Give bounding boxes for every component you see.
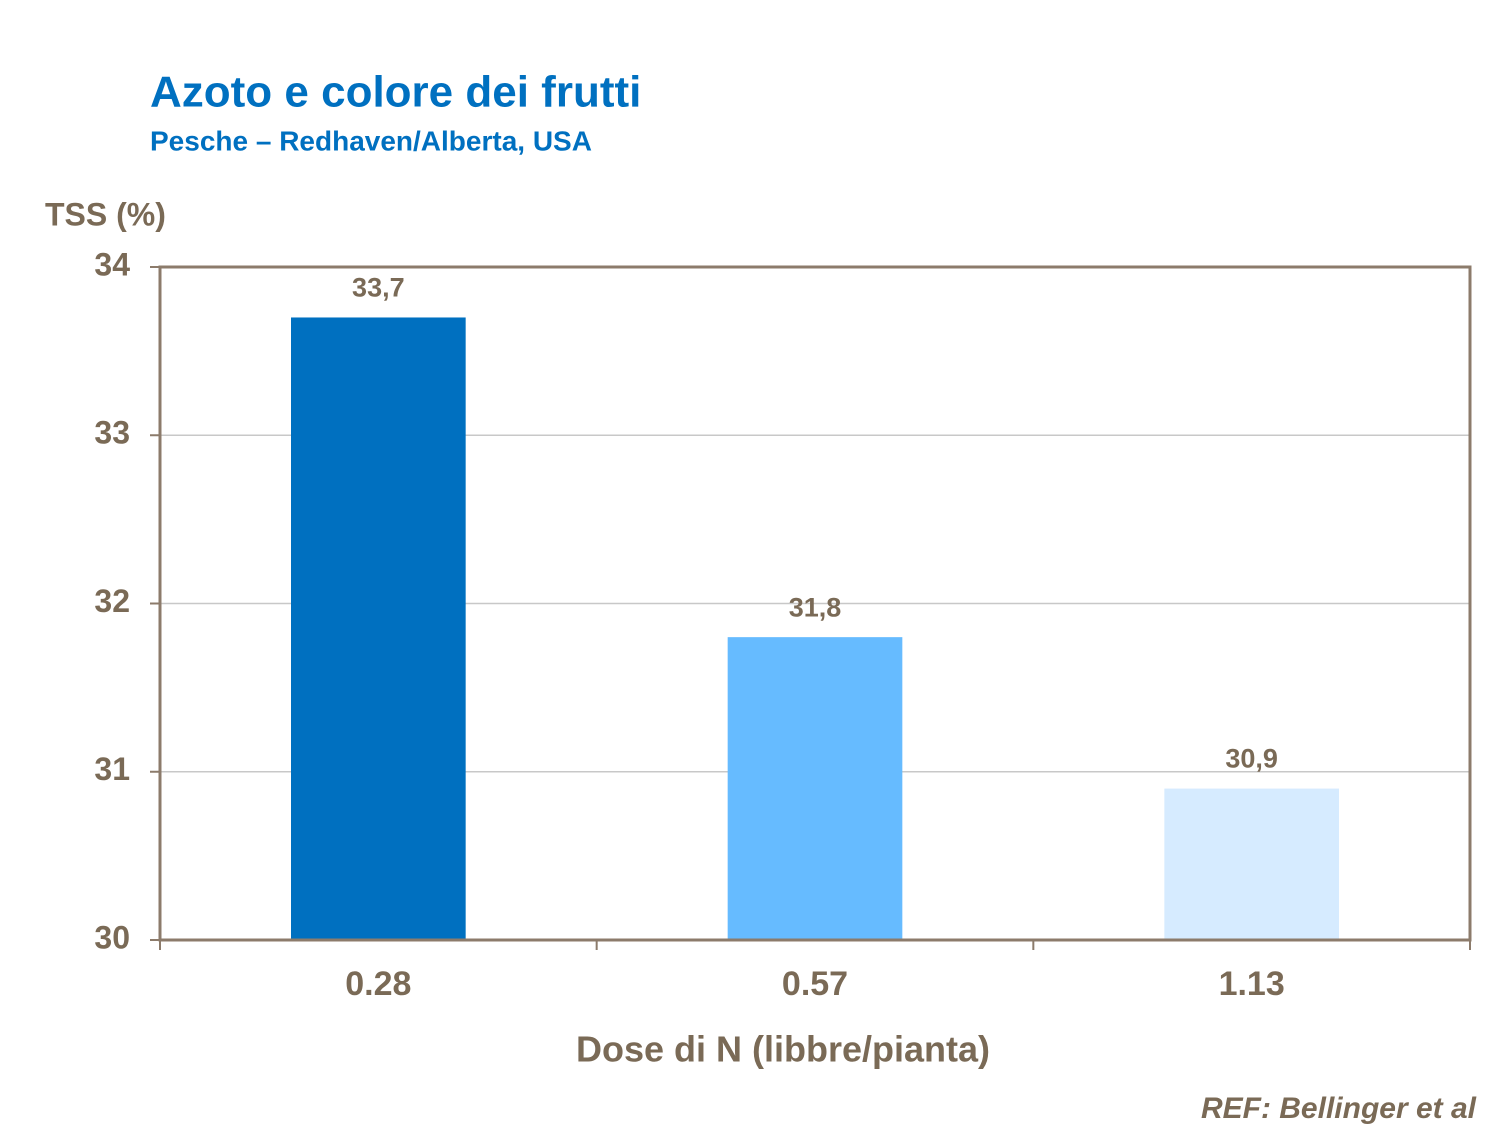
chart-subtitle: Pesche – Redhaven/Alberta, USA <box>150 125 592 156</box>
value-label: 33,7 <box>352 273 405 303</box>
x-tick-label: 0.28 <box>345 965 411 1003</box>
x-axis-label: Dose di N (libbre/pianta) <box>576 1029 990 1070</box>
y-tick-label: 30 <box>94 919 130 955</box>
labels: 30 31 32 33 34 0.28 33,7 0.57 31,8 1.13 30,9 <box>94 246 1284 1003</box>
chart-title: Azoto e colore dei frutti <box>150 68 641 117</box>
plot-frame <box>158 265 1472 942</box>
y-tick-label: 34 <box>94 246 130 282</box>
y-tick-label: 33 <box>94 415 130 451</box>
x-tick-label: 1.13 <box>1219 965 1285 1003</box>
value-label: 31,8 <box>789 592 842 622</box>
y-tick-label: 32 <box>94 583 130 619</box>
bar <box>1164 788 1339 940</box>
bar <box>727 637 903 940</box>
bars <box>291 317 1339 941</box>
bar <box>291 317 466 941</box>
y-tick-label: 31 <box>94 751 130 787</box>
source-note: REF: Bellinger et al <box>1201 1092 1477 1125</box>
x-tick-label: 0.57 <box>782 965 848 1003</box>
y-axis-label: TSS (%) <box>45 196 166 232</box>
value-label: 30,9 <box>1225 744 1278 774</box>
